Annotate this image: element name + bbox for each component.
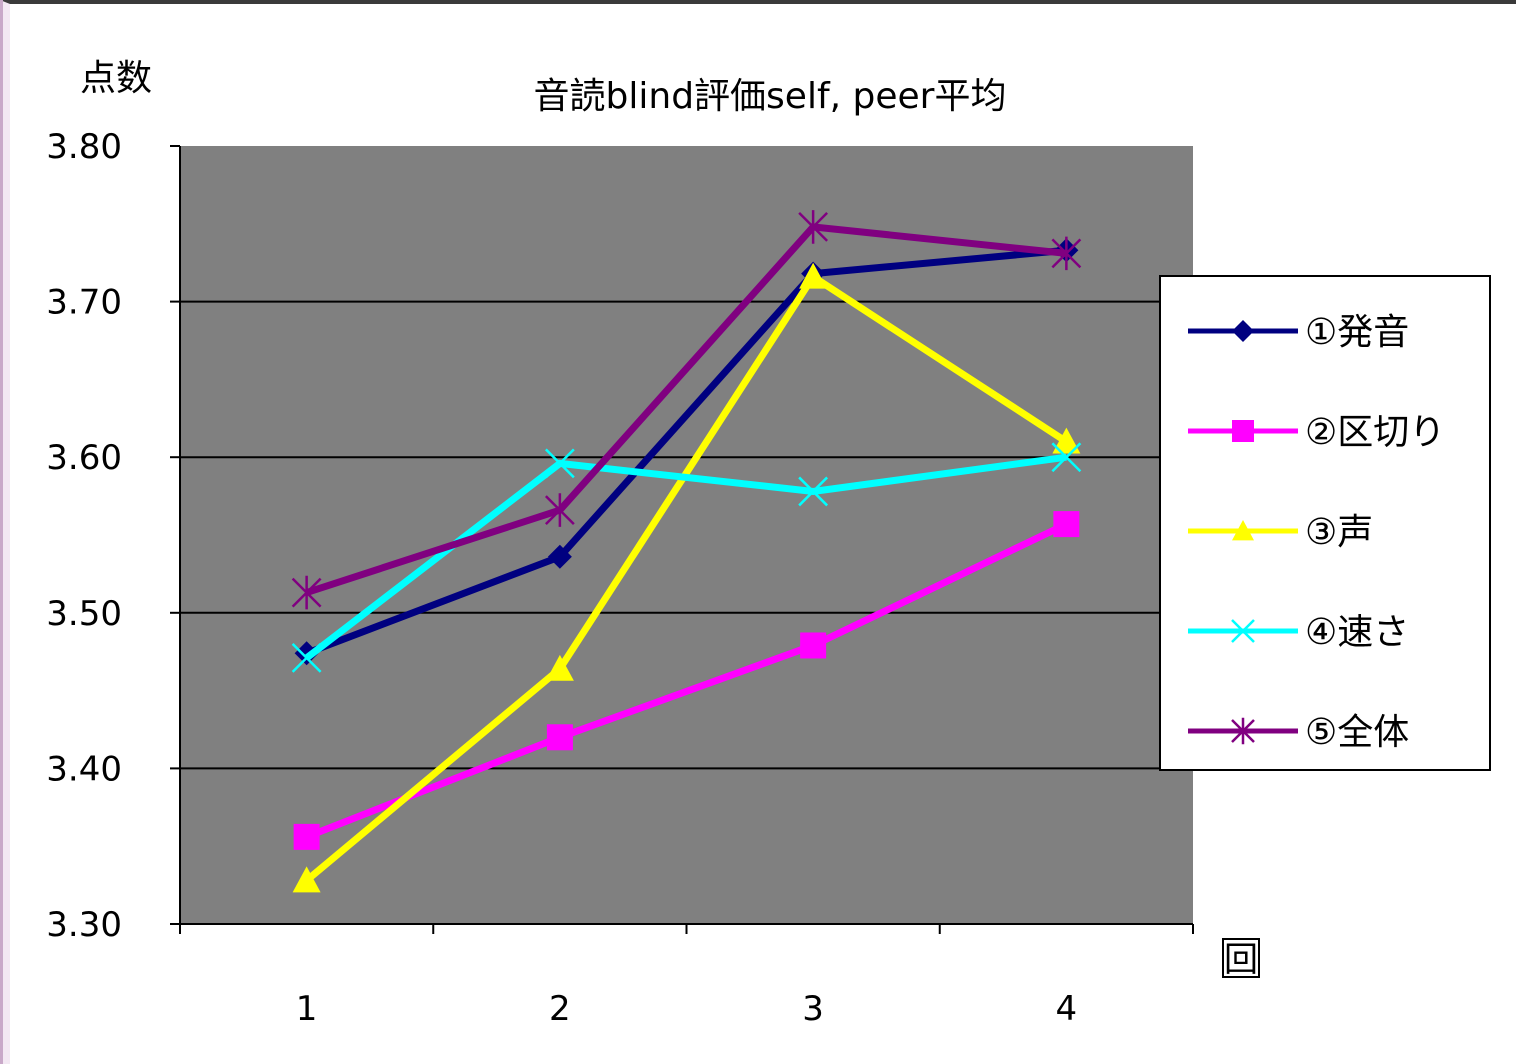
point-marker [1232,520,1254,541]
point-marker [1051,236,1082,271]
point-marker [291,643,322,673]
point-marker [547,544,572,569]
series-line [305,246,1067,657]
legend-label: ⑤全体 [1305,712,1409,753]
series-line [305,223,1067,596]
point-marker [799,262,828,289]
x-tick-label: 2 [549,989,571,1029]
point-marker [544,448,575,479]
x-axis-label: 回 [1224,940,1258,980]
point-marker [1232,420,1254,442]
legend-label: ④速さ [1305,612,1409,653]
x-tick-label: 4 [1056,989,1078,1029]
y-tick-label: 3.70 [46,283,122,323]
series-2 [293,511,1080,850]
x-tick-label: 1 [296,989,318,1029]
legend-label: ③声 [1305,512,1373,553]
legend-entry-5: ⑤全体 [1188,712,1409,753]
point-marker [1053,511,1080,538]
x-tick-label: 3 [802,989,824,1029]
point-marker [546,724,573,751]
point-marker [798,210,829,244]
legend-label: ②区切り [1305,412,1445,453]
plot-background [180,146,1193,924]
y-tick-label: 3.60 [46,438,122,478]
point-marker [1052,427,1081,454]
series-line [305,520,1068,841]
series-5 [291,210,1082,610]
point-marker [800,632,827,659]
legend-entry-1: ①発音 [1188,312,1409,353]
legend: ①発音 ②区切り ③声 ④速さ ⑤全体 [1159,275,1491,771]
series-line [304,271,1069,884]
legend-box [1159,275,1491,771]
y-axis-label: 点数 [80,58,152,99]
x-axis-label-box [1222,938,1260,978]
point-marker [798,476,829,507]
series-3 [292,262,1081,893]
point-marker [291,575,322,610]
point-marker [294,641,319,666]
series-4 [291,442,1082,673]
point-marker [1231,619,1255,643]
point-marker [545,654,574,681]
legend-entry-3: ③声 [1188,512,1373,553]
chart-title: 音読blind評価self, peer平均 [534,76,1007,117]
legend-label: ①発音 [1305,312,1409,353]
y-tick-label: 3.30 [46,905,122,945]
line-chart: 音読blind評価self, peer平均 点数 3.30 3.40 3.50 3.6… [46,58,1491,1029]
point-marker [1051,442,1082,473]
series-line [304,453,1067,661]
plot-area: 3.30 3.40 3.50 3.60 3.70 3.80 1 2 3 4 回 [46,127,1260,1029]
legend-entry-2: ②区切り [1188,412,1445,453]
point-marker [1232,320,1254,342]
y-tick-label: 3.80 [46,127,122,167]
point-marker [1231,717,1255,745]
y-tick-label: 3.40 [46,749,122,789]
y-tick-label: 3.50 [46,594,122,634]
point-marker [544,493,575,527]
point-marker [292,866,321,893]
point-marker [293,823,320,850]
legend-entry-4: ④速さ [1188,612,1409,653]
